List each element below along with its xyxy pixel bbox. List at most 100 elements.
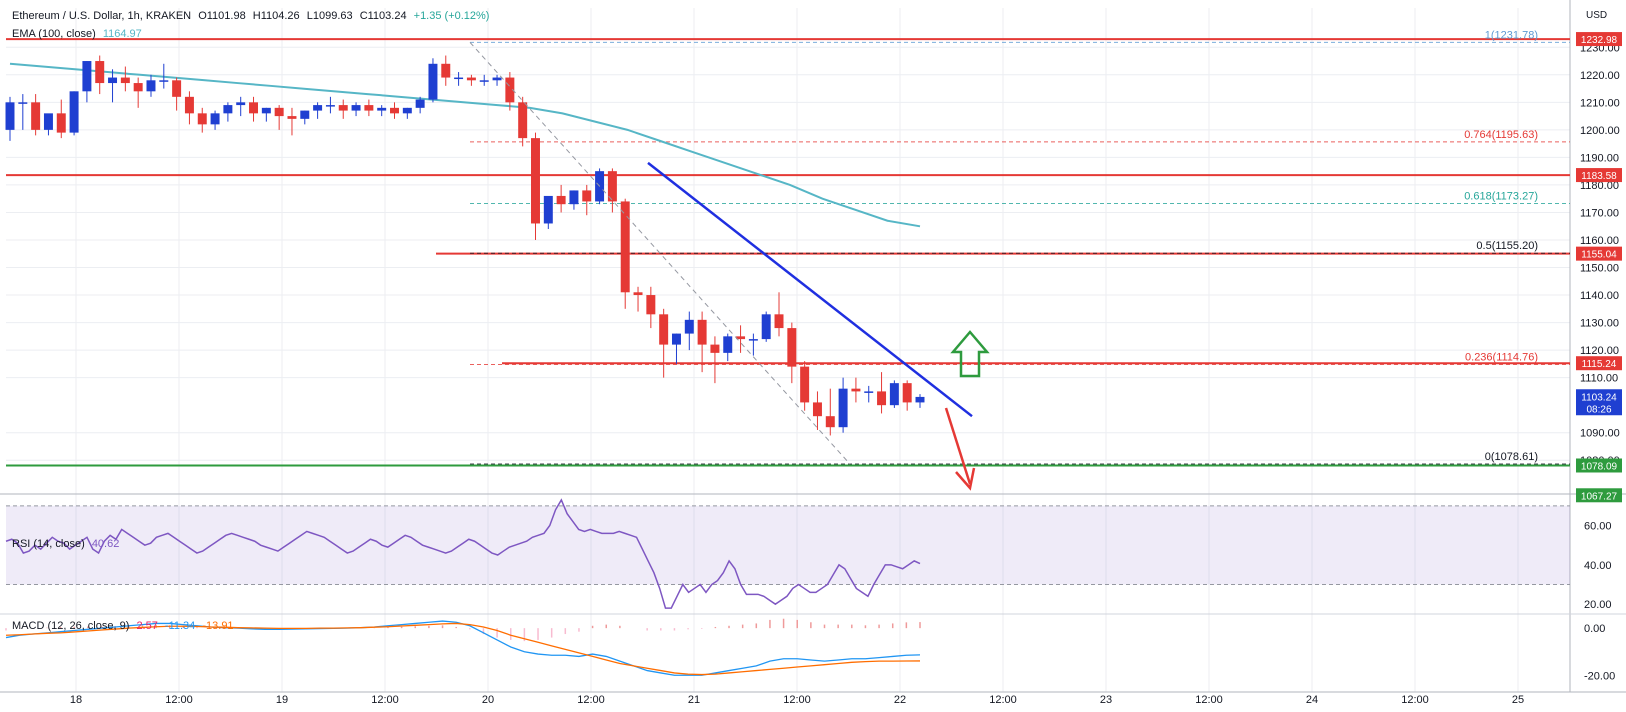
candle-body (505, 77, 515, 103)
current-price-label: 1103.24 (1581, 392, 1617, 403)
rsi-legend[interactable]: RSI (14, close) 40.62 (12, 538, 123, 550)
current-price-label: 1067.27 (1581, 491, 1618, 502)
candle-body (146, 80, 156, 92)
ema-label: EMA (100, close) (12, 28, 96, 40)
candle-body (56, 113, 66, 133)
candle-body (82, 61, 92, 92)
time-tick-label: 23 (1100, 694, 1112, 706)
candle-body (402, 107, 412, 114)
candle-body (889, 383, 899, 406)
level-price-tag-label: 1155.04 (1581, 250, 1617, 261)
fib-level-label: 0.236(1114.76) (1465, 352, 1538, 364)
candle-body (274, 107, 284, 117)
ohlc-close: C1103.24 (359, 10, 407, 22)
candle-body (249, 102, 259, 114)
candle-body (133, 83, 143, 92)
ema-legend[interactable]: EMA (100, close) 1164.97 (12, 28, 146, 40)
countdown-label: 08:26 (1586, 404, 1611, 415)
candle-body (466, 77, 476, 81)
candle-body (197, 113, 207, 125)
symbol-title: Ethereum / U.S. Dollar, 1h, KRAKEN (12, 10, 192, 22)
ohlc-open: O1101.98 (198, 10, 246, 22)
candle-body (31, 102, 41, 130)
rsi-value: 40.62 (91, 538, 120, 550)
candle-body (210, 113, 220, 125)
price-tick-label: 1200.00 (1580, 125, 1620, 137)
time-tick-label: 12:00 (371, 694, 399, 706)
candle-body (774, 314, 784, 329)
candle-body (390, 107, 399, 114)
fib-level-label: 0(1078.61) (1485, 451, 1538, 463)
level-price-tag (1576, 458, 1622, 473)
candle-body (838, 388, 848, 428)
candle-body (800, 366, 810, 403)
macd-legend[interactable]: MACD (12, 26, close, 9) 2.57 -11.34 -13.… (12, 620, 238, 632)
candle-body (736, 336, 746, 340)
price-tick-label: 1220.00 (1580, 70, 1620, 82)
time-tick-label: 21 (688, 694, 700, 706)
candle-body (338, 105, 348, 111)
candle-body (659, 314, 669, 345)
candle-body (543, 195, 553, 224)
candle-body (351, 105, 361, 111)
time-tick-label: 20 (482, 694, 494, 706)
price-change: +1.35 (+0.12%) (413, 10, 490, 22)
candle-body (723, 336, 733, 353)
level-price-tag-label: 1115.24 (1582, 359, 1617, 370)
candle-body (159, 80, 169, 82)
current-price-tag (1576, 488, 1622, 503)
candle-body (43, 113, 53, 130)
level-price-tag-label: 1183.58 (1581, 171, 1617, 182)
time-tick-label: 12:00 (1401, 694, 1429, 706)
rsi-label: RSI (14, close) (12, 538, 85, 550)
fib-level-label: 0.764(1195.63) (1464, 129, 1538, 141)
time-tick-label: 12:00 (1195, 694, 1223, 706)
trend-line (647, 161, 973, 418)
level-price-tag (1576, 356, 1622, 371)
down-arrow-icon (955, 467, 976, 491)
price-tick-label: 1170.00 (1580, 207, 1619, 219)
candle-body (5, 102, 15, 130)
time-tick-label: 19 (276, 694, 288, 706)
currency-label: USD (1586, 10, 1608, 21)
rsi-pane (5, 498, 1570, 609)
macd-pane (5, 618, 921, 676)
candle-body (671, 333, 681, 345)
candle-body (902, 383, 912, 403)
candle-body (95, 61, 105, 84)
price-tick-label: 1190.00 (1580, 152, 1619, 164)
candle-body (748, 339, 758, 341)
candle-body (120, 77, 130, 84)
candle-body (415, 99, 425, 108)
candle-body (877, 391, 887, 406)
candle-body (223, 105, 233, 114)
candle-body (569, 190, 579, 205)
macd-histogram-value: 2.57 (136, 620, 158, 632)
current-price-tag (1576, 389, 1622, 416)
macd-tick-label: -20.00 (1584, 670, 1615, 682)
candle-body (441, 63, 451, 78)
candle-body (313, 105, 323, 111)
level-price-tag (1576, 32, 1622, 47)
candle-body (531, 138, 540, 224)
candle-body (261, 107, 271, 114)
symbol-legend[interactable]: Ethereum / U.S. Dollar, 1h, KRAKEN O1101… (12, 10, 493, 22)
price-tick-label: 1160.00 (1580, 235, 1619, 247)
candle-body (761, 314, 771, 340)
ohlc-high: H1104.26 (252, 10, 300, 22)
rsi-tick-label: 40.00 (1584, 560, 1612, 572)
candle-body (69, 91, 79, 133)
annotation-drawings (469, 42, 990, 491)
fib-diagonal (469, 42, 851, 465)
candle-body (300, 110, 310, 119)
candle-body (864, 391, 874, 393)
candle-body (620, 201, 630, 293)
fib-level-label: 1(1231.78) (1485, 29, 1538, 41)
price-tick-label: 1210.00 (1580, 97, 1620, 109)
time-tick-label: 12:00 (989, 694, 1017, 706)
price-tick-label: 1110.00 (1580, 373, 1618, 385)
rsi-tick-label: 20.00 (1584, 599, 1612, 611)
time-tick-label: 18 (70, 694, 82, 706)
price-tick-label: 1120.00 (1580, 345, 1619, 357)
